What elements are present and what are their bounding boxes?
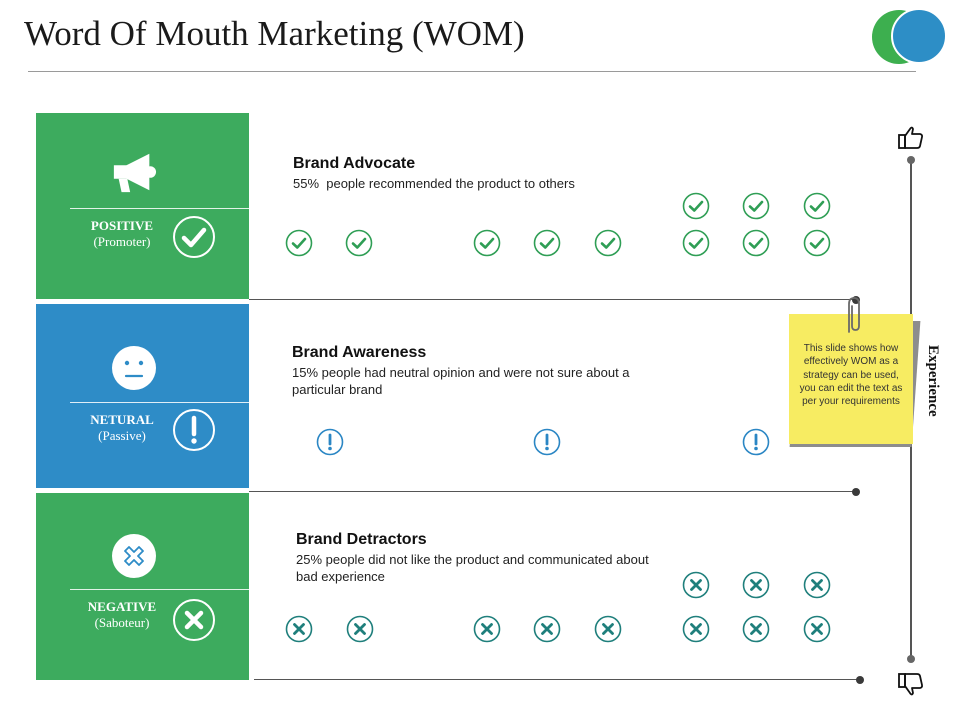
- row-separator: [249, 299, 856, 300]
- cross-circle-icon: [346, 615, 374, 643]
- panel-divider: [70, 402, 254, 403]
- separator-end-dot: [856, 676, 864, 684]
- check-circle-icon: [345, 229, 373, 257]
- section-text-detractors: 25% people did not like the product and …: [296, 552, 649, 584]
- check-circle-icon: [594, 229, 622, 257]
- category-panel-negative: NEGATIVE (Saboteur): [36, 493, 254, 680]
- panel-divider: [70, 589, 254, 590]
- panel-divider: [70, 208, 254, 209]
- sticky-note: This slide shows how effectively WOM as …: [789, 314, 913, 444]
- check-circle-icon: [682, 229, 710, 257]
- exclamation-circle-icon: [533, 428, 561, 456]
- category-subtitle: (Passive): [98, 428, 146, 443]
- separator-end-dot: [852, 488, 860, 496]
- category-subtitle: (Promoter): [93, 234, 151, 249]
- cross-circle-icon: [803, 615, 831, 643]
- cross-circle-icon: [682, 571, 710, 599]
- cross-circle-icon: [473, 615, 501, 643]
- neutral-face-icon: [112, 346, 156, 390]
- cross-circle-icon: [803, 571, 831, 599]
- page-title: Word Of Mouth Marketing (WOM): [24, 14, 525, 53]
- row-separator: [254, 679, 860, 680]
- section-text-advocate: 55% people recommended the product to ot…: [293, 176, 575, 191]
- section-heading-advocate: Brand Advocate: [293, 155, 416, 172]
- check-circle-icon: [742, 192, 770, 220]
- cross-badge-icon: [112, 534, 156, 578]
- thumbs-up-icon: [898, 126, 923, 149]
- exclamation-circle-icon: [316, 428, 344, 456]
- logo-blue-circle: [891, 8, 947, 64]
- cross-icon: [173, 599, 215, 641]
- check-circle-icon: [742, 229, 770, 257]
- category-title: POSITIVE: [90, 218, 154, 233]
- category-panel-neutral: NETURAL (Passive): [36, 304, 254, 488]
- separator-end-dot: [852, 296, 860, 304]
- check-circle-icon: [533, 229, 561, 257]
- check-circle-icon: [285, 229, 313, 257]
- cross-circle-icon: [742, 615, 770, 643]
- category-title: NEGATIVE: [87, 599, 157, 614]
- exclamation-icon: [173, 409, 215, 451]
- cross-circle-icon: [533, 615, 561, 643]
- section-heading-awareness: Brand Awareness: [292, 344, 427, 361]
- check-circle-icon: [803, 229, 831, 257]
- cross-circle-icon: [285, 615, 313, 643]
- category-title: NETURAL: [90, 412, 154, 427]
- axis-top-dot: [907, 156, 915, 164]
- check-circle-icon: [682, 192, 710, 220]
- logo: [870, 8, 950, 68]
- category-panel-positive: POSITIVE (Promoter): [36, 113, 254, 299]
- paperclip-icon: [848, 297, 860, 333]
- row-separator: [249, 491, 856, 492]
- check-circle-icon: [473, 229, 501, 257]
- check-circle-icon: [803, 192, 831, 220]
- cross-circle-icon: [742, 571, 770, 599]
- thumbs-down-icon: [898, 673, 923, 696]
- megaphone-icon: [113, 153, 157, 193]
- section-text-awareness: 15% people had neutral opinion and were …: [292, 365, 630, 397]
- section-heading-detractors: Brand Detractors: [296, 531, 427, 548]
- axis-label: Experience: [925, 345, 941, 417]
- cross-circle-icon: [682, 615, 710, 643]
- sticky-note-text: This slide shows how effectively WOM as …: [799, 343, 903, 408]
- cross-circle-icon: [594, 615, 622, 643]
- checkmark-icon: [173, 216, 215, 258]
- title-divider: [28, 71, 916, 72]
- category-subtitle: (Saboteur): [94, 615, 150, 630]
- exclamation-circle-icon: [742, 428, 770, 456]
- axis-bottom-dot: [907, 655, 915, 663]
